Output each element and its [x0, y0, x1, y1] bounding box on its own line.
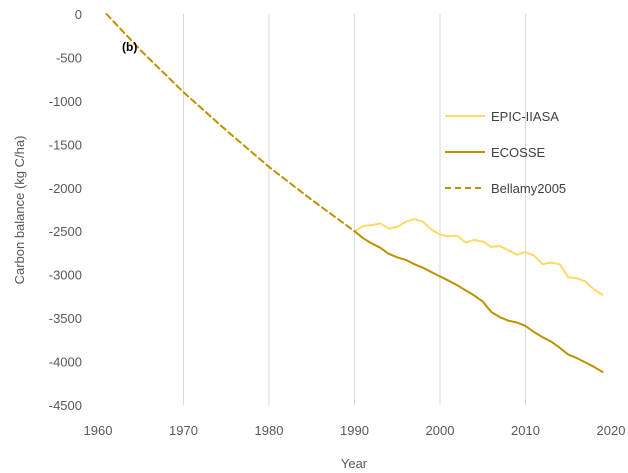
series-lines — [105, 13, 604, 373]
legend: EPIC-IIASA ECOSSE Bellamy2005 — [445, 109, 566, 196]
y-tick-neg2500: -2500 — [49, 224, 82, 239]
x-axis-title: Year — [341, 456, 368, 471]
series-line-bellamy2005 — [105, 13, 356, 233]
y-tick-neg2000: -2000 — [49, 181, 82, 196]
y-tick-neg1500: -1500 — [49, 137, 82, 152]
y-axis-title: Carbon balance (kg C/ha) — [12, 136, 27, 285]
y-tick-0: 0 — [75, 7, 82, 22]
y-tick-neg4500: -4500 — [49, 398, 82, 413]
legend-label-bellamy2005: Bellamy2005 — [491, 181, 566, 196]
grid-lines — [183, 14, 526, 405]
y-tick-neg3500: -3500 — [49, 311, 82, 326]
series-line-ecosse — [353, 230, 604, 373]
y-tick-labels: 0 -500 -1000 -1500 -2000 -2500 -3000 -3500 -4000… — [49, 7, 82, 413]
x-tick-labels: 1960 1970 1980 1990 2000 2010 2020 — [84, 423, 626, 438]
x-tick-1990: 1990 — [340, 423, 369, 438]
x-tick-2010: 2010 — [511, 423, 540, 438]
y-tick-neg1000: -1000 — [49, 94, 82, 109]
y-tick-neg500: -500 — [56, 50, 82, 65]
panel-annotation: (b) — [122, 40, 137, 54]
y-tick-neg3000: -3000 — [49, 268, 82, 283]
series-line-epic-iiasa — [353, 218, 604, 296]
y-tick-neg4000: -4000 — [49, 355, 82, 370]
x-tick-2000: 2000 — [426, 423, 455, 438]
x-tick-2020: 2020 — [597, 423, 626, 438]
x-tick-1960: 1960 — [84, 423, 113, 438]
legend-label-epic-iiasa: EPIC-IIASA — [491, 109, 559, 124]
x-tick-1970: 1970 — [169, 423, 198, 438]
legend-label-ecosse: ECOSSE — [491, 145, 546, 160]
x-tick-1980: 1980 — [255, 423, 284, 438]
